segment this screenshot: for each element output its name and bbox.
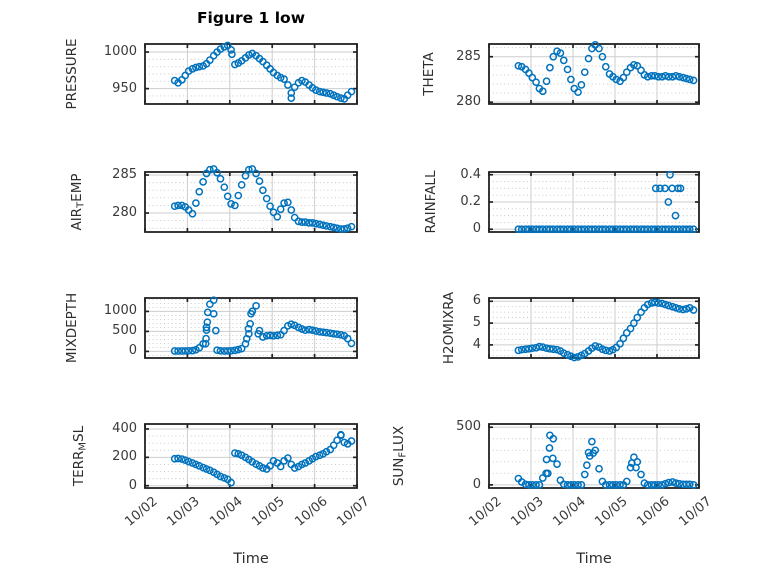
series-h2omixra <box>514 298 698 362</box>
plot-h2omixra <box>482 291 706 365</box>
ytick-mixdepth-1000: 1000 <box>103 303 137 319</box>
plot-pressure <box>138 37 364 111</box>
ytick-rainfall-0.4: 0.4 <box>460 166 481 182</box>
plot-area-terr-msl <box>144 423 358 489</box>
plot-rainfall <box>482 165 706 239</box>
figure-title: Figure 1 low <box>196 9 306 27</box>
series-air-temp <box>170 165 356 233</box>
ytick-rainfall-0.2: 0.2 <box>460 194 481 209</box>
plot-area-rainfall <box>488 170 700 234</box>
x-axis-label-right: Time <box>576 551 612 567</box>
plot-mixdepth <box>138 291 364 365</box>
plot-area-mixdepth <box>144 296 358 359</box>
series-terr-msl <box>170 430 356 487</box>
ytick-air-temp-280: 280 <box>112 205 137 220</box>
series-pressure <box>170 41 356 103</box>
ytick-pressure-1000: 1000 <box>103 44 137 60</box>
ytick-mixdepth-0: 0 <box>128 343 137 359</box>
ytick-sun-flux-500: 500 <box>456 419 481 435</box>
ytick-mixdepth-500: 500 <box>112 323 137 339</box>
series-rainfall <box>514 170 698 234</box>
plot-area-air-temp <box>144 165 358 233</box>
plot-area-pressure <box>144 41 358 105</box>
ytick-theta-280: 280 <box>456 94 481 110</box>
ytick-pressure-950: 950 <box>112 80 137 96</box>
ytick-h2omixra-6: 6 <box>472 293 481 309</box>
ytick-h2omixra-4: 4 <box>472 336 481 352</box>
plot-sun-flux <box>482 417 706 495</box>
ytick-air-temp-285: 285 <box>112 167 137 183</box>
ylabel-h2omixra: H2OMIXRA <box>441 291 457 365</box>
plot-area-theta <box>488 41 700 105</box>
ylabel-rainfall: RAINFALL <box>423 170 439 234</box>
ylabel-terr-msl: TERRMSL <box>71 425 89 487</box>
plot-area-h2omixra <box>488 297 700 362</box>
ytick-h2omixra-5: 5 <box>472 315 481 331</box>
ytick-terr-msl-400: 400 <box>112 420 137 436</box>
ytick-rainfall-0: 0 <box>472 221 481 237</box>
plot-air-temp <box>138 165 364 239</box>
series-mixdepth <box>170 296 356 355</box>
plot-theta <box>482 37 706 111</box>
series-sun-flux <box>514 431 698 489</box>
ytick-terr-msl-0: 0 <box>128 477 137 493</box>
ytick-theta-285: 285 <box>456 48 481 64</box>
plot-area-sun-flux <box>488 423 700 489</box>
plot-terr-msl <box>138 417 364 495</box>
ylabel-sun-flux: SUNFLUX <box>391 425 409 487</box>
x-axis-label-left: Time <box>233 551 269 567</box>
ytick-sun-flux-0: 0 <box>472 476 481 492</box>
series-theta <box>514 41 698 97</box>
ytick-terr-msl-200: 200 <box>112 449 137 465</box>
